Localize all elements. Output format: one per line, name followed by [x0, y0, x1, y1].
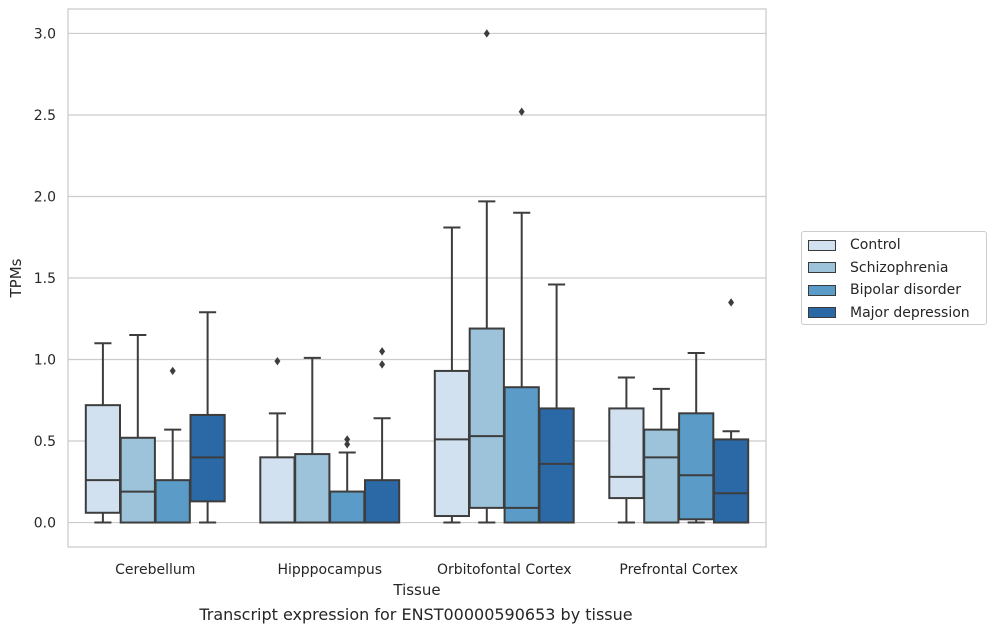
- box-group: [712, 298, 750, 524]
- box-iqr: [468, 327, 505, 509]
- box-iqr: [503, 386, 540, 524]
- outlier-point: [379, 347, 386, 356]
- box-iqr: [433, 369, 471, 518]
- outlier-point: [344, 435, 351, 444]
- box-group: [189, 311, 226, 524]
- legend-item: Control: [808, 235, 901, 255]
- outlier-point: [728, 298, 735, 307]
- grid-lines: [68, 32, 766, 524]
- plot-area-frame: [67, 8, 767, 548]
- legend-label: Control: [850, 237, 901, 253]
- legend-swatch: [808, 307, 836, 318]
- box-iqr: [363, 479, 401, 524]
- box-iqr: [294, 453, 331, 524]
- x-tick-label: Cerebellum: [115, 562, 195, 578]
- legend-swatch: [808, 239, 836, 251]
- legend-item: Bipolar disorder: [808, 280, 961, 300]
- legend-label: Bipolar disorder: [850, 282, 962, 298]
- box-group: [678, 351, 715, 524]
- box-group: [538, 283, 575, 524]
- legend: Control Schizophrenia Bipolar disorder Majo…: [801, 231, 987, 325]
- box-group: [608, 376, 645, 524]
- legend-item: Major depression: [808, 303, 970, 323]
- box-iqr: [84, 404, 122, 514]
- box-group: [84, 342, 122, 524]
- box-iqr: [329, 490, 366, 524]
- box-iqr: [643, 428, 680, 524]
- outlier-point: [169, 366, 176, 376]
- box-group: [329, 435, 366, 524]
- y-tick-label: 0.5: [34, 434, 56, 450]
- box-iqr: [678, 412, 715, 521]
- legend-swatch: [808, 262, 836, 273]
- box-iqr: [712, 438, 750, 524]
- legend-swatch: [808, 284, 836, 296]
- box-iqr: [259, 456, 296, 524]
- chart-title: Transcript expression for ENST0000059065…: [199, 605, 633, 624]
- y-axis-label: TPMs: [7, 258, 25, 298]
- box-group: [643, 387, 680, 524]
- box-group: [363, 347, 401, 524]
- box-group: [433, 226, 471, 524]
- box-iqr: [608, 407, 645, 500]
- box-group: [468, 29, 505, 524]
- x-tick-label: Orbitofontal Cortex: [437, 562, 572, 578]
- y-tick-label: 1.5: [34, 271, 56, 287]
- x-tick-label: Prefrontal Cortex: [619, 562, 738, 578]
- legend-label: Major depression: [850, 304, 970, 321]
- legend-label: Schizophrenia: [850, 259, 949, 276]
- box-iqr: [119, 436, 156, 524]
- box-group: [503, 107, 540, 524]
- box-group: [154, 366, 191, 524]
- y-tick-label: 3.0: [34, 26, 56, 42]
- y-tick-labels: 0.0 0.5 1.0 1.5 2.0 2.5 3.0: [34, 26, 56, 531]
- legend-item: Schizophrenia: [808, 258, 948, 278]
- y-tick-label: 2.0: [34, 189, 56, 205]
- outlier-point: [344, 440, 351, 449]
- x-tick-labels: Cerebellum Hipppocampus Orbitofontal Corte…: [115, 562, 738, 578]
- y-tick-label: 2.5: [34, 108, 56, 124]
- x-tick-label: Hipppocampus: [277, 562, 382, 578]
- y-tick-label: 0.0: [34, 516, 56, 532]
- box-iqr: [538, 407, 575, 524]
- outlier-point: [274, 356, 281, 366]
- x-axis-label: Tissue: [392, 581, 440, 599]
- box-group: [259, 356, 296, 524]
- box-iqr: [154, 479, 191, 524]
- box-group: [294, 356, 331, 524]
- y-tick-label: 1.0: [34, 353, 56, 369]
- boxes: [84, 29, 750, 524]
- outlier-point: [518, 107, 525, 116]
- outlier-point: [483, 29, 490, 38]
- box-group: [119, 334, 156, 524]
- outlier-point: [379, 360, 386, 369]
